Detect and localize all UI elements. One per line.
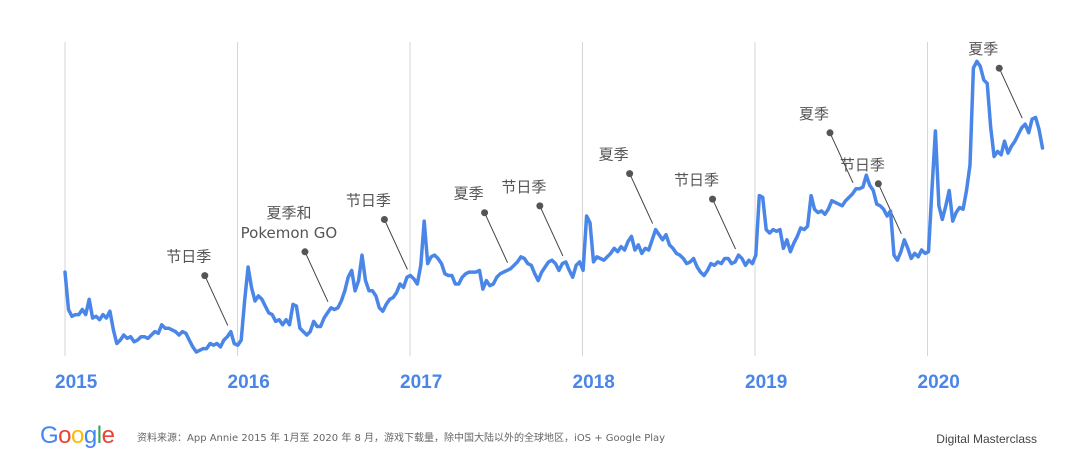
logo-letter: e [101, 422, 115, 449]
annotation-dot [380, 216, 388, 223]
annotation-dot [536, 202, 544, 210]
logo-letter: l [96, 422, 102, 449]
annotation-label: 夏季 [454, 185, 484, 203]
annotation-label: 节日季 [501, 178, 546, 196]
annotation-leader [712, 198, 736, 250]
annotation-10: 夏季 [968, 40, 1023, 119]
footer: Google 资料来源：App Annie 2015 年 1月至 2020 年 … [0, 418, 1080, 452]
annotation-label: 节日季 [346, 192, 391, 210]
annotation-1: 节日季 [166, 248, 229, 326]
annotation-label: 夏季 [968, 40, 998, 58]
annotation-dot [481, 209, 489, 217]
annotation-label: Pokemon GO [241, 224, 338, 242]
google-logo: Google [40, 422, 115, 450]
annotation-leader [539, 205, 564, 257]
annotation-3: 节日季 [346, 192, 408, 270]
annotation-dot [826, 129, 834, 137]
annotation-leader [998, 67, 1023, 119]
year-tick-2015: 2015 [55, 372, 98, 393]
year-tick-2017: 2017 [400, 372, 442, 393]
annotation-leader [877, 183, 902, 235]
annotation-leader [829, 132, 854, 184]
year-tick-2016: 2016 [228, 372, 270, 393]
year-tick-2019: 2019 [745, 372, 787, 393]
downloads-series-line [63, 59, 1045, 354]
annotation-8: 夏季 [799, 105, 854, 184]
brand-label: Digital Masterclass [936, 432, 1037, 446]
annotation-leader [629, 173, 654, 224]
year-gridlines [64, 42, 928, 356]
annotation-6: 夏季 [599, 146, 654, 224]
logo-letter: G [40, 422, 59, 449]
annotation-dot [301, 248, 309, 256]
annotation-dot [626, 170, 634, 178]
annotation-label: 节日季 [166, 248, 211, 266]
annotation-dot [874, 180, 882, 188]
annotation-label: 节日季 [674, 171, 719, 189]
annotation-leader [383, 219, 408, 270]
annotation-leader [304, 251, 329, 303]
year-tick-2020: 2020 [918, 372, 960, 393]
logo-letter: o [71, 422, 84, 449]
annotation-label: 夏季 [599, 146, 629, 164]
logo-letter: g [83, 422, 97, 449]
year-tick-labels: 2015 2016 2017 2018 2019 2020 [55, 372, 960, 393]
annotation-label: 夏季和 [266, 204, 311, 222]
annotation-7: 节日季 [674, 171, 736, 250]
annotation-label: 节日季 [840, 156, 885, 174]
annotation-4: 夏季 [454, 185, 509, 263]
annotation-leader [484, 212, 509, 263]
annotation-9: 节日季 [840, 156, 902, 235]
annotation-2: 夏季和 Pokemon GO [241, 204, 338, 303]
annotation-leader [204, 275, 229, 326]
year-tick-2018: 2018 [573, 372, 615, 393]
source-note: 资料来源：App Annie 2015 年 1月至 2020 年 8 月，游戏下… [137, 433, 666, 444]
annotation-dot [709, 195, 717, 203]
annotation-label: 夏季 [799, 105, 829, 123]
annotation-dot [995, 64, 1003, 72]
annotation-dot [201, 272, 209, 280]
annotation-5: 节日季 [501, 178, 564, 257]
logo-letter: o [58, 422, 72, 449]
